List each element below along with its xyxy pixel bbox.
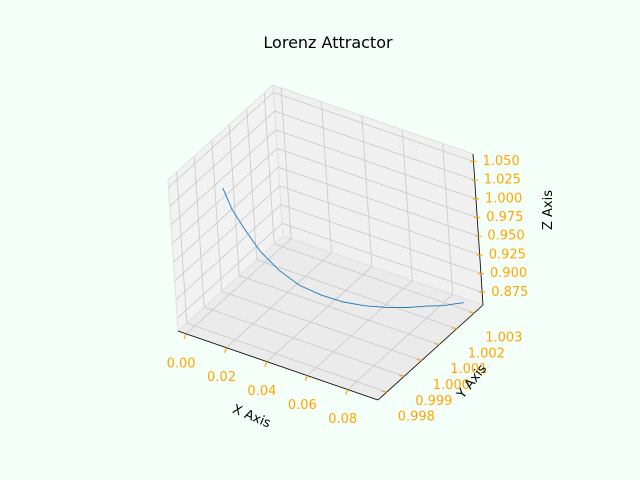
- z-tick-label: 0.950: [487, 229, 524, 244]
- x-tick-label: 0.08: [328, 412, 357, 427]
- z-grid-line-left: [171, 148, 278, 244]
- y-tick-label: 0.998: [398, 410, 435, 425]
- z-grid-line-left: [175, 204, 282, 300]
- axes-panes: [167, 83, 484, 401]
- z-tick-label: 1.000: [485, 191, 522, 206]
- x-tick-label: 0.02: [207, 370, 236, 385]
- y-grid-line-floor: [221, 291, 422, 361]
- y-tick: [416, 358, 422, 362]
- x-grid-line-floor: [266, 266, 373, 362]
- z-grid-line-back: [280, 204, 482, 274]
- x-tick: [304, 375, 308, 381]
- z-tick-label: 0.875: [491, 285, 528, 300]
- y-grid-line-floor: [274, 243, 475, 314]
- z-grid-line-left: [173, 166, 279, 263]
- x-grid-line-back: [442, 143, 454, 295]
- x-grid-line-floor: [307, 280, 413, 376]
- x-grid-line-back: [401, 129, 413, 281]
- z-tick-label: 0.975: [486, 210, 523, 225]
- x-tick-label: 0.06: [288, 398, 317, 413]
- z-tick-label: 0.925: [489, 247, 526, 262]
- y-tick: [381, 390, 387, 393]
- y-grid-line-floor: [204, 306, 405, 377]
- y-grid-line-floor: [256, 259, 457, 330]
- y-tick-label: 1.001: [450, 362, 487, 377]
- x-tick: [264, 361, 268, 367]
- z-grid-line-back: [279, 185, 480, 256]
- z-grid-line-back: [282, 222, 483, 293]
- x-grid-line-back: [280, 87, 292, 239]
- x-grid-line-floor: [347, 294, 453, 390]
- z-grid-line-left: [176, 222, 283, 319]
- y-tick: [469, 311, 475, 314]
- x-tick: [345, 389, 349, 395]
- y-tick: [399, 374, 405, 377]
- z-grid-line-left: [174, 185, 280, 282]
- x-grid-line-floor: [185, 238, 292, 335]
- y-grid-line-left: [176, 172, 188, 324]
- y-grid-line-left: [263, 92, 275, 244]
- axis-lines: [177, 153, 484, 401]
- y-tick-label: 1.003: [485, 330, 522, 345]
- z-grid-line-back: [278, 166, 479, 237]
- y-grid-line-left: [193, 156, 205, 308]
- x-axis-label: X Axis: [230, 402, 273, 432]
- y-tick: [451, 327, 457, 330]
- z-axis-line: [472, 153, 484, 306]
- x-axis-line: [177, 330, 379, 401]
- x-tick-label: 0.00: [167, 356, 196, 371]
- tick-labels: 0.000.020.040.060.08 0.9980.9991.0001.001…: [167, 154, 529, 427]
- z-grid-line-left: [168, 92, 274, 188]
- series-group: [222, 187, 464, 308]
- z-grid-line-back: [275, 129, 477, 200]
- grid-lines: [168, 87, 483, 393]
- y-grid-line-left: [228, 124, 240, 276]
- z-tick-label: 1.050: [483, 154, 520, 169]
- z-tick-label: 1.025: [484, 173, 521, 188]
- x-grid-line-floor: [226, 252, 332, 349]
- z-axis-label: Z Axis: [541, 190, 556, 230]
- z-grid-line-back: [273, 92, 474, 162]
- z-grid-line-back: [274, 110, 475, 181]
- y-axis-line: [377, 304, 484, 401]
- x-tick: [223, 347, 228, 353]
- z-grid-line-back: [277, 148, 478, 218]
- y-tick-label: 0.999: [415, 394, 452, 409]
- chart-title: Lorenz Attractor: [263, 33, 393, 52]
- y-grid-line-floor: [186, 322, 387, 393]
- x-tick: [183, 333, 187, 340]
- y-grid-line-left: [246, 108, 258, 260]
- y-grid-line-left: [211, 140, 223, 292]
- x-grid-line-back: [361, 115, 373, 267]
- y-grid-line-floor: [239, 275, 440, 345]
- z-grid-line-left: [170, 129, 277, 226]
- y-tick-label: 1.000: [433, 378, 470, 393]
- x-grid-line-back: [321, 101, 332, 253]
- x-tick-label: 0.04: [247, 384, 276, 399]
- z-tick-label: 0.900: [490, 266, 527, 281]
- y-tick: [434, 342, 440, 346]
- z-grid-line-left: [169, 110, 276, 207]
- y-tick-label: 1.002: [468, 346, 505, 361]
- lorenz-trajectory-line: [222, 187, 464, 308]
- tick-marks: [183, 160, 486, 395]
